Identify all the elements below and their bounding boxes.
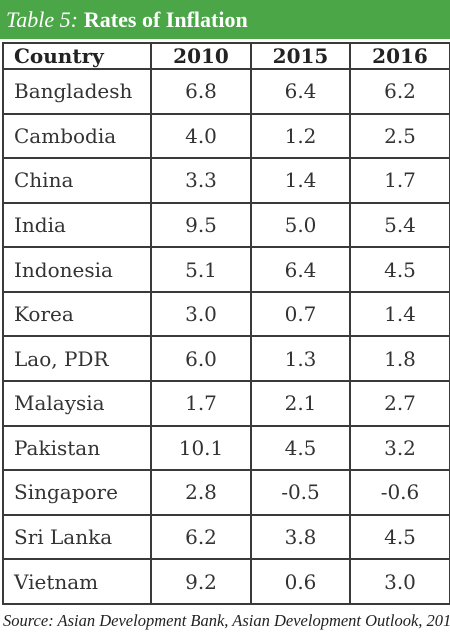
value-cell-2010: 6.8 bbox=[150, 68, 252, 115]
value-cell-2016: -0.6 bbox=[349, 469, 450, 516]
value-cell-2015: 5.0 bbox=[250, 201, 351, 249]
value-cell-2016: 3.2 bbox=[349, 424, 450, 472]
country-cell: Pakistan bbox=[2, 424, 152, 472]
header-country: Country bbox=[2, 42, 152, 70]
value-cell-2010: 9.2 bbox=[150, 558, 252, 605]
table-title-bar: Table 5: Rates of Inflation bbox=[0, 0, 450, 39]
country-cell: Sri Lanka bbox=[2, 513, 152, 561]
table-row: Pakistan 10.1 4.5 3.2 bbox=[2, 424, 450, 472]
value-cell-2015: 4.5 bbox=[250, 424, 351, 472]
country-cell: Korea bbox=[2, 290, 152, 338]
country-cell: Malaysia bbox=[2, 380, 152, 427]
table-row: Bangladesh 6.8 6.4 6.2 bbox=[2, 68, 450, 115]
value-cell-2010: 6.0 bbox=[150, 335, 252, 383]
header-2016: 2016 bbox=[349, 42, 450, 70]
value-cell-2010: 3.3 bbox=[150, 157, 252, 204]
value-cell-2016: 1.7 bbox=[349, 157, 450, 204]
value-cell-2016: 6.2 bbox=[349, 68, 450, 115]
table-row: Korea 3.0 0.7 1.4 bbox=[2, 290, 450, 338]
value-cell-2016: 1.8 bbox=[349, 335, 450, 383]
inflation-table: Country 2010 2015 2016 Bangladesh 6.8 6.4 6… bbox=[2, 42, 450, 605]
header-2010: 2010 bbox=[150, 42, 252, 70]
value-cell-2015: 1.2 bbox=[250, 112, 351, 160]
value-cell-2015: 2.1 bbox=[250, 380, 351, 427]
country-cell: India bbox=[2, 201, 152, 249]
value-cell-2016: 2.7 bbox=[349, 380, 450, 427]
value-cell-2010: 3.0 bbox=[150, 290, 252, 338]
country-cell: Indonesia bbox=[2, 246, 152, 293]
value-cell-2016: 5.4 bbox=[349, 201, 450, 249]
value-cell-2016: 3.0 bbox=[349, 558, 450, 605]
value-cell-2015: 0.6 bbox=[250, 558, 351, 605]
table-header-row: Country 2010 2015 2016 bbox=[2, 42, 450, 70]
value-cell-2010: 1.7 bbox=[150, 380, 252, 427]
header-2015: 2015 bbox=[250, 42, 351, 70]
table-row: Singapore 2.8 -0.5 -0.6 bbox=[2, 469, 450, 516]
country-cell: Cambodia bbox=[2, 112, 152, 160]
value-cell-2015: 6.4 bbox=[250, 246, 351, 293]
table-row: Lao, PDR 6.0 1.3 1.8 bbox=[2, 335, 450, 383]
value-cell-2015: 1.3 bbox=[250, 335, 351, 383]
value-cell-2016: 4.5 bbox=[349, 513, 450, 561]
table-title: Rates of Inflation bbox=[83, 6, 248, 32]
country-cell: Vietnam bbox=[2, 558, 152, 605]
value-cell-2010: 2.8 bbox=[150, 469, 252, 516]
table-body: Bangladesh 6.8 6.4 6.2 Cambodia 4.0 1.2 2.5 Chin… bbox=[2, 68, 450, 605]
table-row: Vietnam 9.2 0.6 3.0 bbox=[2, 558, 450, 605]
value-cell-2010: 9.5 bbox=[150, 201, 252, 249]
value-cell-2010: 4.0 bbox=[150, 112, 252, 160]
table-row: China 3.3 1.4 1.7 bbox=[2, 157, 450, 204]
value-cell-2016: 2.5 bbox=[349, 112, 450, 160]
table-row: Cambodia 4.0 1.2 2.5 bbox=[2, 112, 450, 160]
table-row: Sri Lanka 6.2 3.8 4.5 bbox=[2, 513, 450, 561]
table-number: Table 5: bbox=[6, 6, 78, 32]
value-cell-2015: 6.4 bbox=[250, 68, 351, 115]
table-row: Malaysia 1.7 2.1 2.7 bbox=[2, 380, 450, 427]
country-cell: China bbox=[2, 157, 152, 204]
value-cell-2015: 1.4 bbox=[250, 157, 351, 204]
value-cell-2016: 1.4 bbox=[349, 290, 450, 338]
table-row: India 9.5 5.0 5.4 bbox=[2, 201, 450, 249]
source-note: Source: Asian Development Bank, Asian De… bbox=[3, 611, 450, 630]
value-cell-2010: 5.1 bbox=[150, 246, 252, 293]
value-cell-2015: 0.7 bbox=[250, 290, 351, 338]
value-cell-2010: 6.2 bbox=[150, 513, 252, 561]
country-cell: Lao, PDR bbox=[2, 335, 152, 383]
country-cell: Bangladesh bbox=[2, 68, 152, 115]
value-cell-2015: 3.8 bbox=[250, 513, 351, 561]
country-cell: Singapore bbox=[2, 469, 152, 516]
value-cell-2015: -0.5 bbox=[250, 469, 351, 516]
value-cell-2016: 4.5 bbox=[349, 246, 450, 293]
table-row: Indonesia 5.1 6.4 4.5 bbox=[2, 246, 450, 293]
value-cell-2010: 10.1 bbox=[150, 424, 252, 472]
